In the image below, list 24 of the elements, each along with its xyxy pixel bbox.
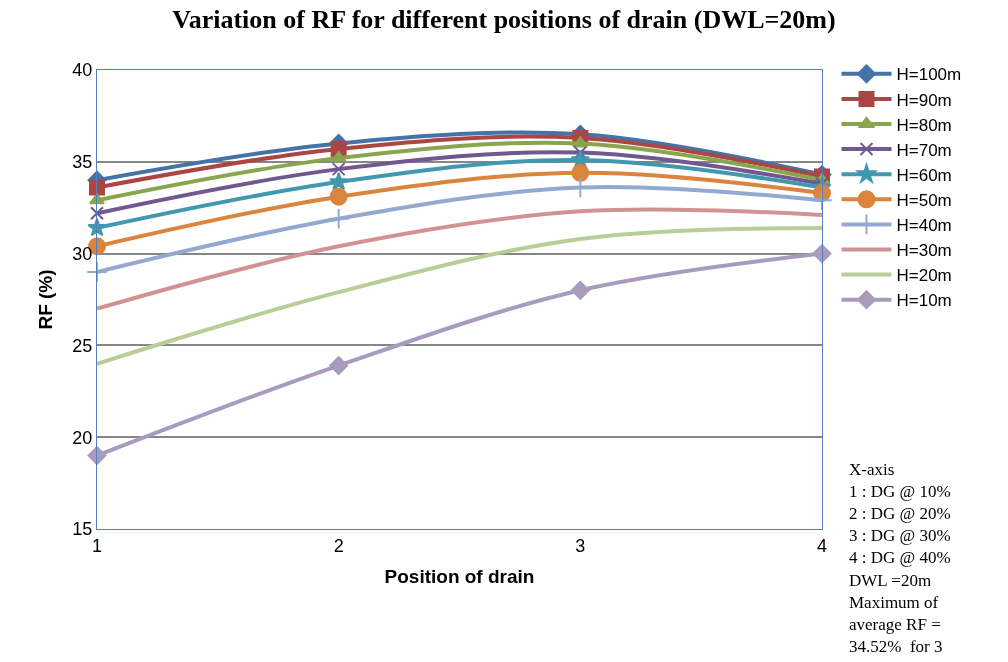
y-tick-label: 30 bbox=[72, 243, 93, 264]
x-tick-label: 1 bbox=[91, 535, 103, 556]
legend-label: H=90m bbox=[896, 90, 952, 110]
legend-label: H=80m bbox=[896, 115, 952, 135]
legend-label: H=100m bbox=[896, 65, 962, 85]
y-axis-title: RF (%) bbox=[35, 269, 57, 330]
y-tick-label: 40 bbox=[72, 60, 93, 81]
legend-label: H=20m bbox=[896, 266, 952, 286]
legend-label: H=70m bbox=[896, 140, 952, 160]
legend-label: H=30m bbox=[896, 241, 952, 261]
y-tick-label: 25 bbox=[72, 335, 93, 356]
x-tick-label: 3 bbox=[575, 535, 586, 556]
x-tick-label: 2 bbox=[333, 535, 344, 556]
legend-label: H=40m bbox=[896, 216, 952, 236]
legend-label: H=50m bbox=[896, 190, 952, 210]
text: X-axis 1 : DG @ 10% 2 : DG @ 20% 3 : DG @ 30% 4 : DG @ 40% DWL =20m Maximum of average RF = 34.52% for 3 bbox=[849, 460, 951, 656]
legend-label: H=10m bbox=[896, 291, 952, 311]
y-tick-label: 20 bbox=[72, 427, 93, 448]
chart-title: Variation of RF for different positions of drain (DWL=20m) bbox=[172, 5, 836, 35]
x-axis-title: Position of drain bbox=[384, 566, 535, 588]
y-tick-label: 35 bbox=[72, 152, 93, 173]
y-tick-label: 15 bbox=[72, 519, 93, 540]
x-tick-label: 4 bbox=[816, 535, 828, 556]
legend-label: H=60m bbox=[896, 165, 952, 185]
